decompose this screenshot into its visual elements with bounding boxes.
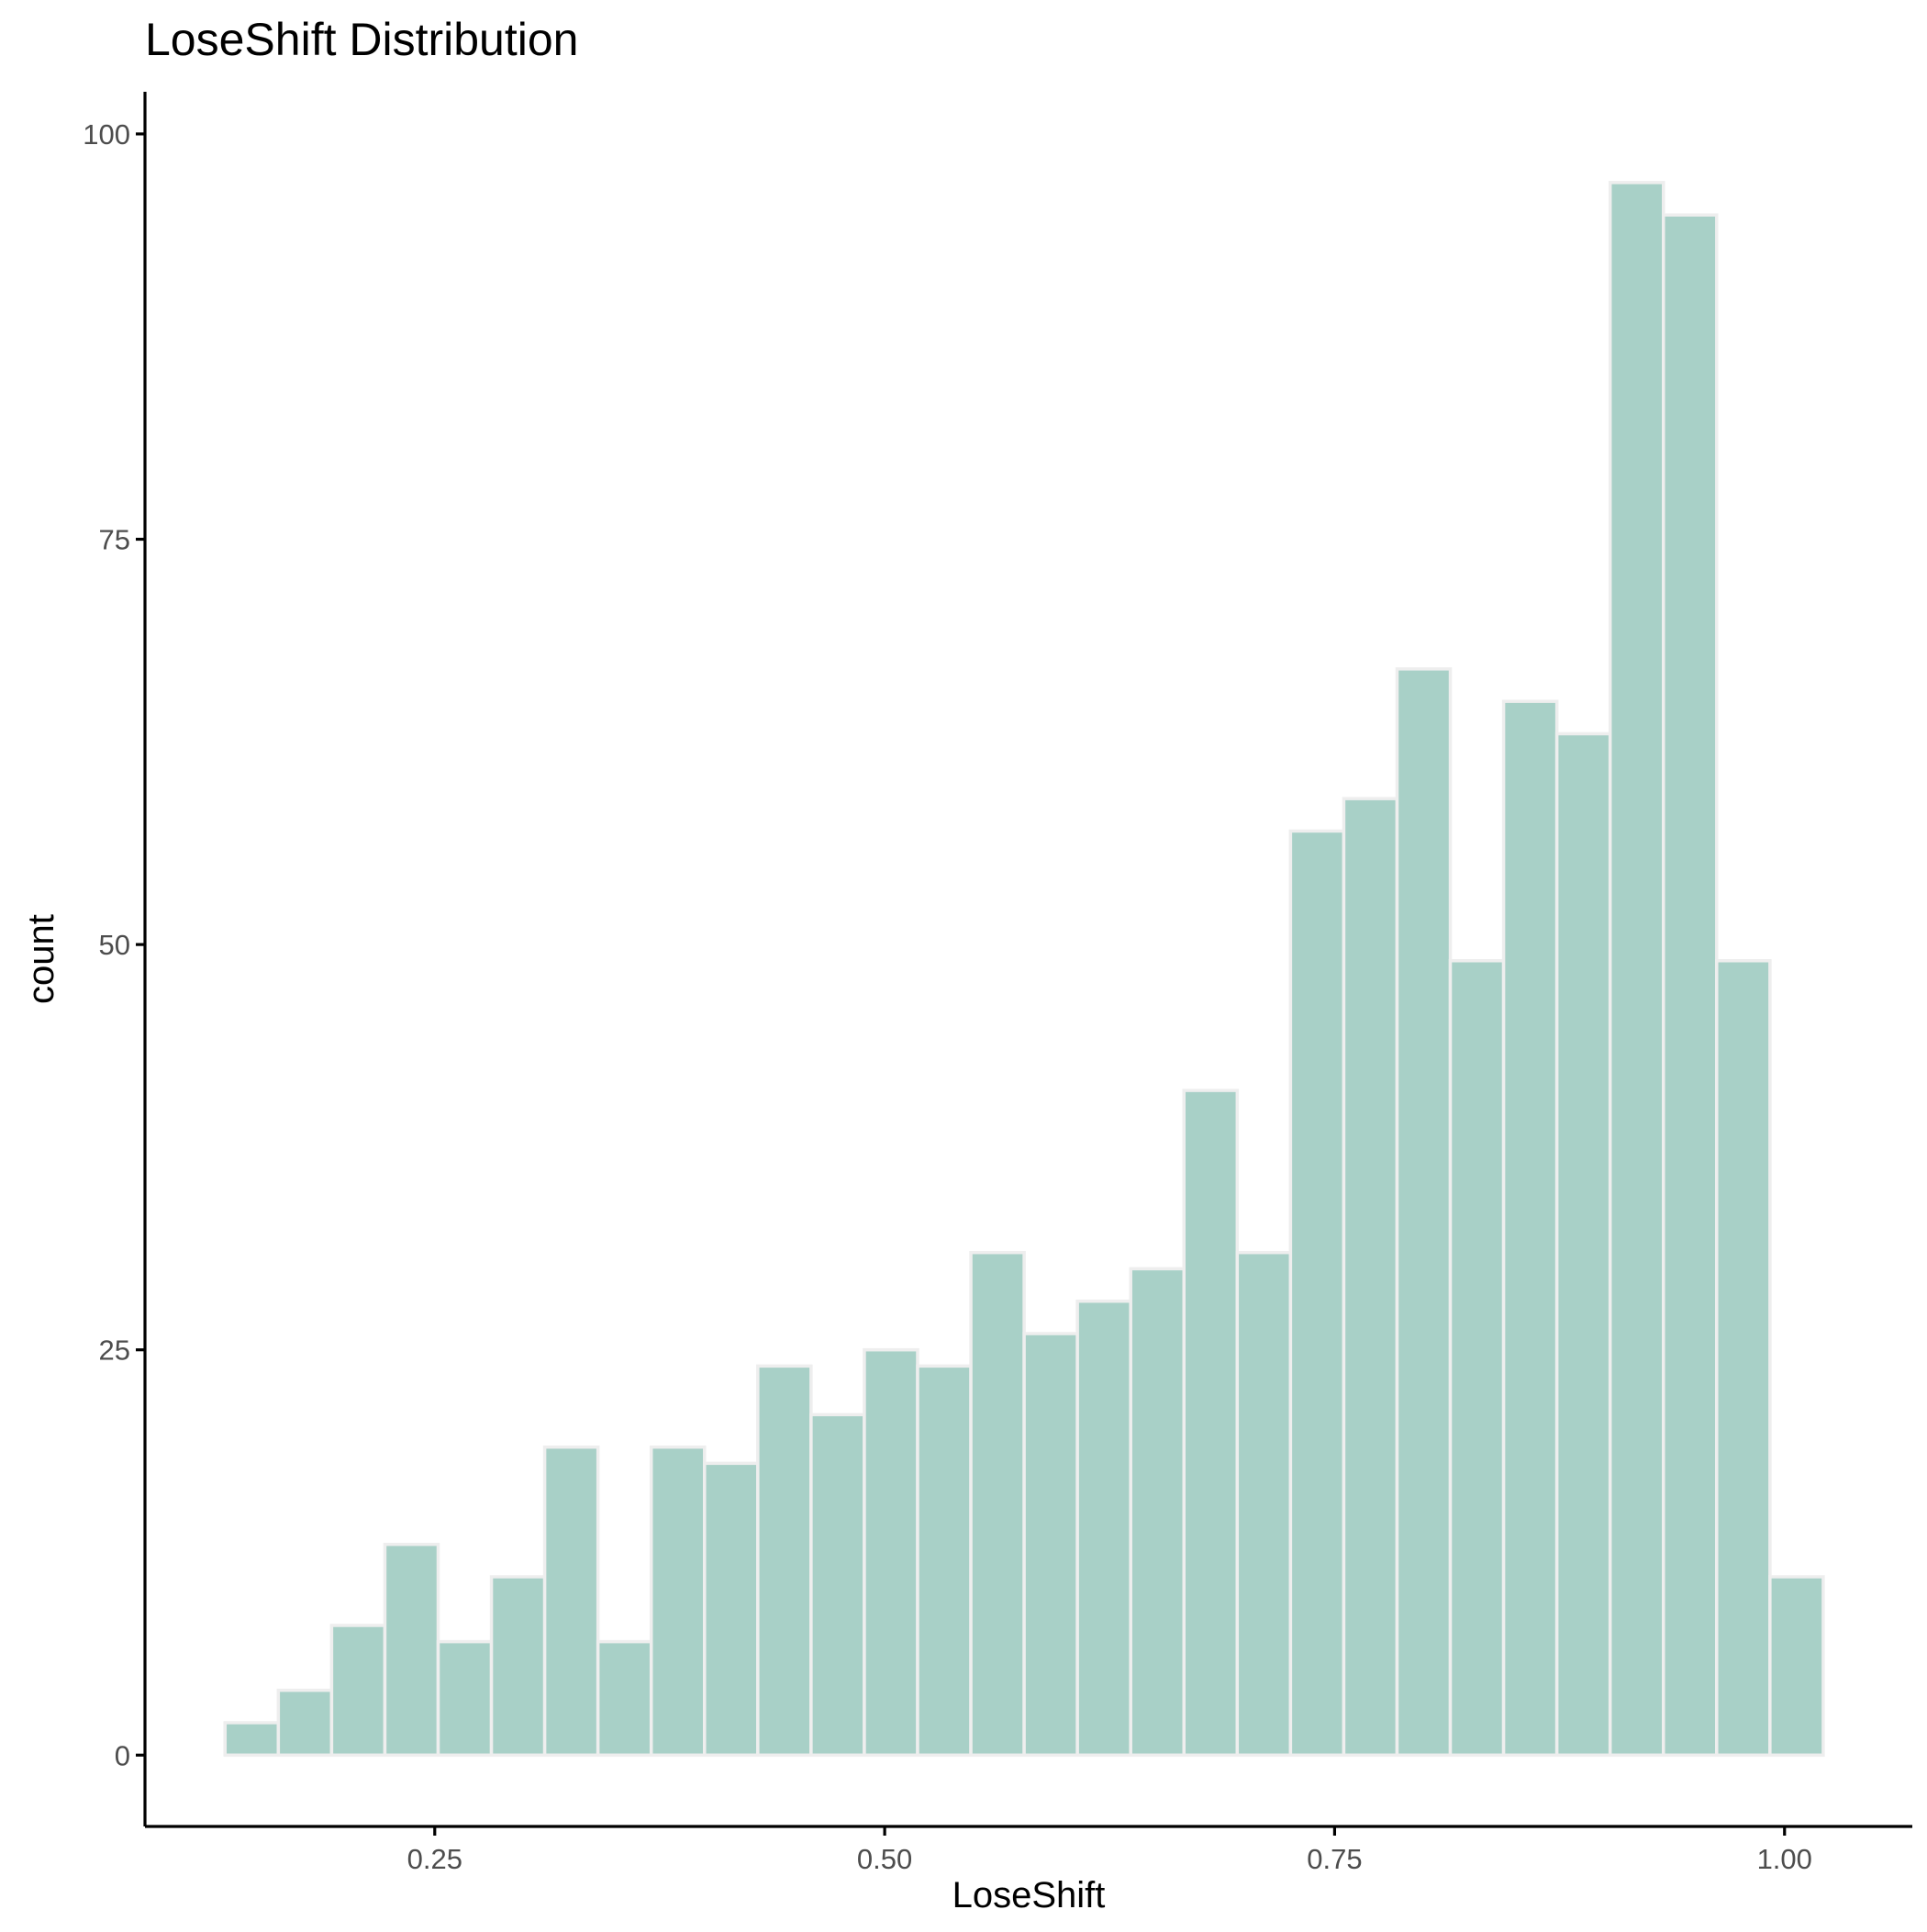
x-tick-label: 0.50 [857,1843,912,1875]
histogram-bar [1235,1250,1293,1758]
histogram-bar [1768,1575,1825,1758]
histogram-bar [1662,213,1719,1758]
y-tick-label: 50 [99,929,130,961]
histogram-bar [1288,829,1346,1758]
histogram-bar [1075,1299,1132,1758]
histogram-bar [329,1624,387,1758]
histogram-bar [1342,797,1399,1758]
histogram-bar [1395,667,1453,1758]
histogram-bar [276,1688,334,1758]
y-tick-label: 0 [115,1739,130,1771]
y-axis-ticks: 0 25 50 75 100 [83,118,145,1771]
x-tick-label: 0.25 [407,1843,462,1875]
histogram-bar [703,1461,760,1758]
y-axis-title: count [21,914,61,1004]
histogram-bar [542,1445,600,1758]
y-tick-label: 100 [83,118,130,151]
histogram-bar [1608,181,1665,1758]
histogram-bar [1129,1267,1186,1758]
x-axis-ticks: 0.25 0.50 0.75 1.00 [407,1826,1812,1875]
chart-title: LoseShift Distribution [145,14,578,65]
histogram-bar [756,1364,813,1758]
histogram-bar [1715,959,1772,1758]
histogram-bar [1022,1332,1079,1758]
histogram-bar [1554,731,1612,1758]
y-tick-label: 75 [99,524,130,556]
histogram-bar [436,1639,494,1758]
histogram-bar [489,1575,547,1758]
y-tick-label: 25 [99,1335,130,1367]
x-tick-label: 1.00 [1757,1843,1812,1875]
histogram-bar [1448,959,1506,1758]
histogram-bar [1182,1089,1240,1758]
histogram-bar [809,1413,866,1758]
histogram-bar [383,1542,440,1758]
histogram-bar [863,1347,919,1758]
histogram-bar [649,1445,707,1758]
x-axis-title: LoseShift [952,1875,1106,1915]
histogram-bar [596,1639,653,1758]
histogram-bar [916,1364,973,1758]
histogram-bar [223,1721,281,1758]
histogram-bar [1501,699,1559,1758]
x-tick-label: 0.75 [1307,1843,1362,1875]
histogram-bar [969,1250,1026,1758]
bars-layer [223,181,1825,1758]
